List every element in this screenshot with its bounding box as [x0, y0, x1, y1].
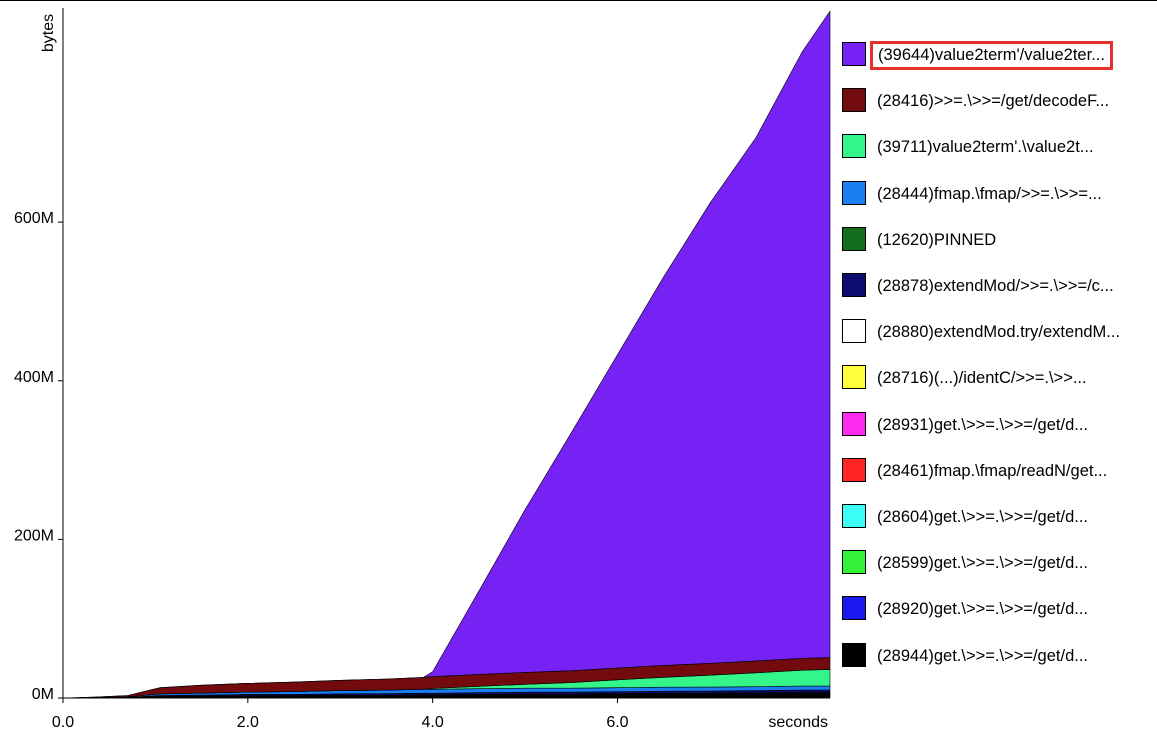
axes: 0.0 2.0 4.0 6.0 0M 200M 400M 600M seconds bytes — [14, 8, 830, 731]
legend-label: (39711)value2term'.\value2t... — [877, 138, 1094, 157]
legend-item[interactable]: (28604)get.\>>=.\>>=/get/d... — [842, 502, 1154, 530]
x-tick-label: 6.0 — [606, 714, 628, 731]
legend-item[interactable]: (28920)get.\>>=.\>>=/get/d... — [842, 594, 1154, 622]
legend-label: (28416)>>=.\>>=/get/decodeF... — [877, 92, 1110, 111]
area-chart: 0.0 2.0 4.0 6.0 0M 200M 400M 600M seconds bytes — [14, 8, 831, 731]
legend-item[interactable]: (28878)extendMod/>>=.\>>=/c... — [842, 271, 1154, 299]
legend-label: (28599)get.\>>=.\>>=/get/d... — [877, 554, 1088, 573]
legend-label: (28931)get.\>>=.\>>=/get/d... — [877, 415, 1088, 434]
legend-swatch — [842, 411, 866, 436]
legend-swatch — [842, 134, 866, 159]
series-areas — [62, 10, 831, 699]
x-tick-label: 4.0 — [422, 714, 444, 731]
legend-swatch — [842, 42, 866, 66]
y-tick-label: 600M — [14, 210, 54, 227]
legend-item[interactable]: (28599)get.\>>=.\>>=/get/d... — [842, 548, 1154, 576]
legend-item[interactable]: (28931)get.\>>=.\>>=/get/d... — [842, 410, 1154, 438]
legend-label: (28880)extendMod.try/extendM... — [877, 323, 1121, 342]
legend-label: (28944)get.\>>=.\>>=/get/d... — [877, 646, 1088, 665]
legend-swatch — [842, 180, 866, 205]
top-border — [0, 0, 1157, 1]
legend-label: (12620)PINNED — [877, 230, 997, 249]
legend-item[interactable]: (28880)extendMod.try/extendM... — [842, 317, 1154, 345]
legend-label: (28444)fmap.\fmap/>>=.\>>=... — [877, 184, 1102, 203]
x-tick-label: 0.0 — [52, 714, 74, 731]
legend-item[interactable]: (28416)>>=.\>>=/get/decodeF... — [842, 86, 1154, 114]
x-tick-label: 2.0 — [237, 714, 259, 731]
legend-swatch — [842, 504, 866, 528]
legend-swatch — [842, 319, 866, 344]
legend-swatch — [842, 88, 866, 113]
legend-swatch — [842, 596, 866, 621]
y-axis-label: bytes — [40, 14, 57, 52]
legend-item[interactable]: (12620)PINNED — [842, 225, 1154, 253]
y-tick-label: 0M — [32, 686, 54, 703]
x-axis-label: seconds — [768, 714, 828, 731]
legend-item[interactable]: (28944)get.\>>=.\>>=/get/d... — [842, 641, 1154, 669]
legend-swatch — [842, 273, 866, 297]
legend-label: (28461)fmap.\fmap/readN/get... — [877, 461, 1108, 480]
y-tick-label: 400M — [14, 369, 54, 386]
legend-swatch — [842, 457, 866, 482]
legend-swatch — [842, 365, 866, 390]
legend-item[interactable]: (39644)value2term'/value2ter... — [842, 40, 1154, 70]
y-tick-label: 200M — [14, 527, 54, 544]
legend-item[interactable]: (28444)fmap.\fmap/>>=.\>>=... — [842, 179, 1154, 207]
series-area-5 — [62, 10, 831, 699]
legend-label: (39644)value2term'/value2ter... — [870, 41, 1113, 70]
legend-swatch — [842, 226, 866, 251]
legend-label: (28604)get.\>>=.\>>=/get/d... — [877, 508, 1088, 526]
legend-item[interactable]: (28461)fmap.\fmap/readN/get... — [842, 456, 1154, 484]
legend-swatch — [842, 550, 866, 575]
legend-item[interactable]: (39711)value2term'.\value2t... — [842, 132, 1154, 160]
legend-swatch — [842, 642, 866, 667]
legend-label: (28878)extendMod/>>=.\>>=/c... — [877, 277, 1114, 295]
legend-label: (28716)(...)/identC/>>=.\>>... — [877, 369, 1087, 388]
legend-item[interactable]: (28716)(...)/identC/>>=.\>>... — [842, 363, 1154, 391]
legend-label: (28920)get.\>>=.\>>=/get/d... — [877, 600, 1088, 619]
